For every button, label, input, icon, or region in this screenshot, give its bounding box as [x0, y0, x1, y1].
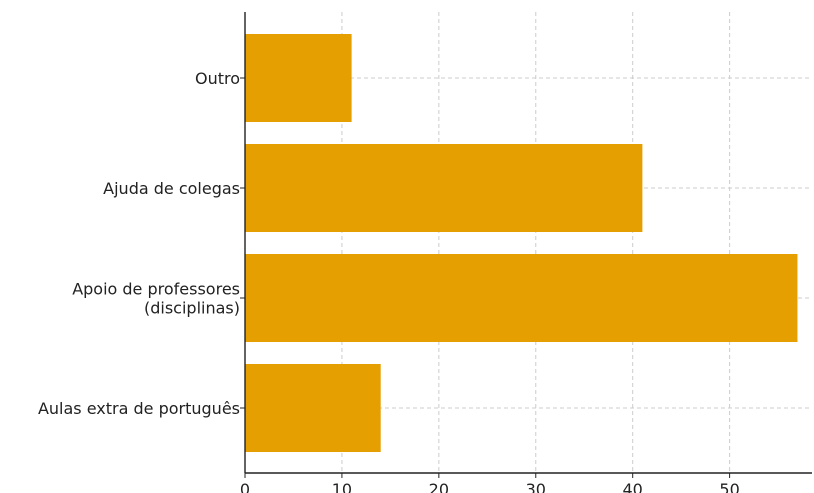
- bar: [245, 364, 381, 452]
- category-label: (disciplinas): [144, 299, 240, 318]
- bars: [245, 34, 798, 452]
- x-tick-label: 0: [240, 480, 250, 493]
- x-tick-label: 10: [332, 480, 352, 493]
- x-tick-label: 50: [719, 480, 739, 493]
- category-label: Outro: [195, 69, 240, 88]
- category-label: Apoio de professores: [72, 280, 240, 299]
- bar: [245, 34, 352, 122]
- x-tick-label: 20: [429, 480, 449, 493]
- axes: [240, 12, 812, 478]
- x-tick-label: 40: [623, 480, 643, 493]
- category-label: Aulas extra de português: [38, 399, 240, 418]
- labels: 0 10 20 30 40 50 Aulas extra de português Apoio…: [38, 69, 740, 493]
- category-label: Ajuda de colegas: [103, 179, 240, 198]
- x-tick-label: 30: [526, 480, 546, 493]
- bar: [245, 144, 643, 232]
- bar: [245, 254, 798, 342]
